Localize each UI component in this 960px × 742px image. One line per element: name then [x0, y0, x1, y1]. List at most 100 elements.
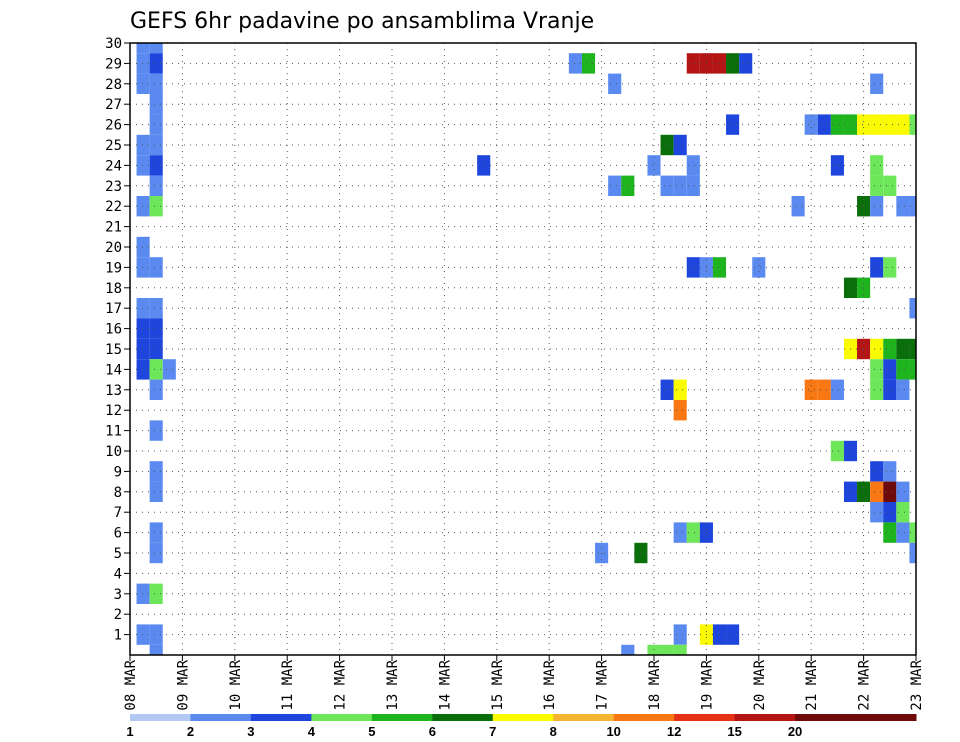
precip-cell [883, 522, 897, 543]
precip-cell [857, 196, 871, 217]
precip-cell [136, 53, 150, 74]
precip-cell [149, 43, 163, 54]
x-tick-label: 20 MAR [752, 659, 768, 710]
color-scale-label: 20 [788, 724, 802, 739]
y-tick-label: 2 [114, 607, 122, 623]
x-tick-label: 14 MAR [437, 659, 453, 710]
precip-cell [870, 155, 884, 176]
plot-frame [129, 42, 917, 656]
x-tick-label: 08 MAR [123, 659, 139, 710]
x-tick-label: 23 MAR [909, 659, 925, 710]
precip-cell [870, 196, 884, 217]
y-tick-label: 28 [105, 77, 122, 93]
x-tick-label: 12 MAR [333, 659, 349, 710]
precip-cell [686, 522, 700, 543]
y-tick-label: 17 [105, 301, 122, 317]
x-tick-label: 16 MAR [542, 659, 558, 710]
color-scale-label: 4 [308, 724, 316, 739]
color-scale-swatch [190, 714, 252, 721]
y-tick-label: 21 [105, 220, 122, 236]
precip-cell [647, 155, 661, 176]
y-tick-label: 11 [105, 424, 122, 440]
color-scale-label: 2 [187, 724, 194, 739]
precip-cell [568, 53, 582, 74]
y-tick-label: 29 [105, 56, 122, 72]
precip-cell [136, 583, 150, 604]
precip-cell [149, 359, 163, 380]
precip-cell [830, 440, 844, 462]
y-tick-label: 15 [105, 342, 122, 358]
precip-cell [608, 73, 622, 94]
y-tick-label: 23 [105, 179, 122, 195]
precip-cell [581, 53, 596, 74]
precip-cell [621, 175, 635, 196]
precip-cell [817, 379, 831, 400]
precip-cell [830, 155, 844, 176]
precip-cell [686, 175, 700, 196]
color-scale-swatch [674, 714, 736, 721]
y-tick-label: 7 [114, 505, 122, 521]
y-tick-label: 19 [105, 260, 122, 276]
x-tick-label: 19 MAR [699, 659, 715, 710]
precip-cell [149, 644, 163, 655]
precip-cell [673, 522, 687, 543]
precip-cell [909, 359, 916, 380]
precip-cell [136, 359, 150, 380]
precip-cell [660, 134, 674, 156]
y-tick-label: 1 [114, 628, 122, 644]
precip-cell [149, 298, 163, 319]
precip-cell [149, 420, 163, 441]
precip-cell [804, 379, 818, 400]
precip-cell [896, 338, 910, 360]
x-tick-label: 09 MAR [175, 659, 191, 710]
color-scale-label: 15 [727, 724, 741, 739]
precip-cell [621, 644, 635, 655]
precip-cell [883, 175, 897, 196]
precip-cell [673, 379, 687, 400]
color-scale-swatch [371, 714, 433, 721]
precip-cell [149, 583, 163, 604]
precip-cell [136, 155, 150, 176]
y-tick-label: 12 [105, 403, 122, 419]
precip-cell [673, 400, 687, 421]
precip-cell [870, 359, 884, 380]
precip-cell [726, 53, 740, 74]
precip-cell [149, 522, 163, 543]
precip-cell [149, 73, 163, 94]
precip-cell [896, 522, 910, 543]
precip-cell [136, 73, 150, 94]
precip-cell [883, 257, 897, 278]
color-scale-swatch [250, 714, 312, 721]
precip-cell [909, 114, 916, 135]
precip-cell [149, 196, 163, 217]
precip-cell [477, 155, 491, 176]
precip-cell [830, 114, 844, 135]
precip-cell [883, 379, 897, 400]
precip-cell [909, 298, 916, 319]
precip-cell [857, 277, 871, 298]
precip-cell [149, 338, 163, 360]
precip-cell [870, 257, 884, 278]
y-tick-label: 25 [105, 138, 122, 154]
precip-cell [149, 134, 163, 156]
precip-cell [739, 53, 753, 74]
y-tick-label: 3 [114, 587, 122, 603]
precip-cell [883, 359, 897, 380]
precip-cell [162, 359, 176, 380]
precip-cell [673, 175, 687, 196]
precip-cell [149, 624, 163, 645]
precip-cell [896, 379, 910, 400]
precip-cell [136, 338, 150, 360]
precip-cell [817, 114, 831, 135]
chart-title: GEFS 6hr padavine po ansamblima Vranje [130, 9, 594, 34]
color-scale-swatch [492, 714, 554, 721]
x-tick-label: 22 MAR [857, 659, 873, 710]
x-tick-label: 17 MAR [595, 659, 611, 710]
y-tick-label: 5 [114, 546, 122, 562]
y-axis: 1234567891011121314151617181920212223242… [105, 36, 130, 644]
precip-cell [896, 196, 910, 217]
precip-cell [149, 94, 163, 115]
y-tick-label: 30 [105, 36, 122, 52]
precip-cell [149, 257, 163, 278]
precip-cell [870, 461, 884, 482]
